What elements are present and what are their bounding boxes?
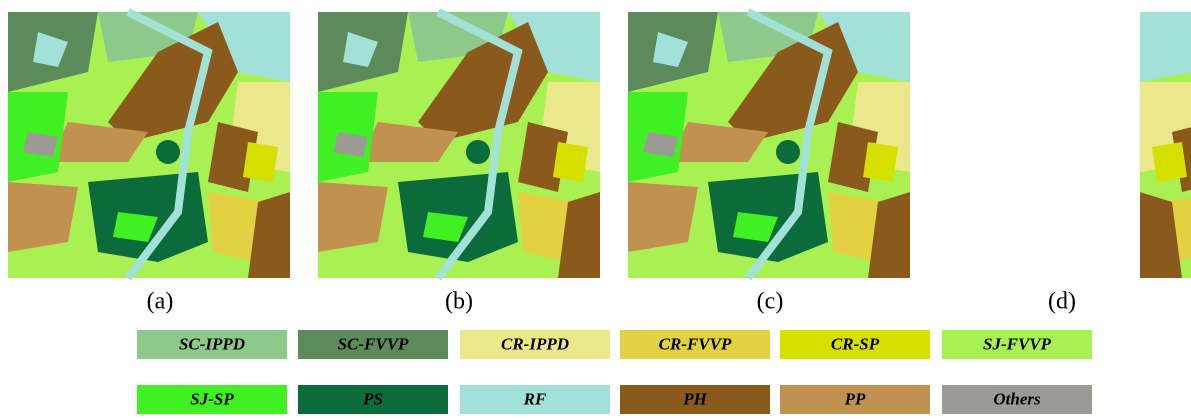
page: {"panels": [{"label": "(a)"}, {"label": … [0,0,1191,419]
legend: SC-IPPD SC-FVVP CR-IPPD CR-FVVP CR-SP SJ-FVVP… [137,330,1092,414]
legend-label: PS [362,389,383,408]
legend-label: SC-IPPD [179,334,245,353]
map-d [1140,12,1191,278]
legend-label: RF [523,389,547,408]
panel-label: (d) [1048,289,1076,315]
map-a [8,12,290,278]
map-b [318,12,600,278]
map-c [628,12,910,278]
panel-label: (a) [147,289,174,315]
figure: (a) (b) (c) (d) SC-IPPD SC-FVVP CR-IPPD CR-… [0,0,1191,419]
legend-label: SJ-FVVP [983,334,1052,353]
legend-label: Others [993,389,1041,408]
legend-label: PH [682,389,707,408]
legend-label: CR-IPPD [501,334,569,353]
legend-label: PP [844,389,866,408]
legend-label: CR-FVVP [659,334,732,353]
legend-label: SJ-SP [190,389,234,408]
panel-label: (c) [757,289,784,315]
panel-label: (b) [445,289,473,315]
legend-label: SC-FVVP [338,334,409,353]
legend-label: CR-SP [831,334,880,353]
